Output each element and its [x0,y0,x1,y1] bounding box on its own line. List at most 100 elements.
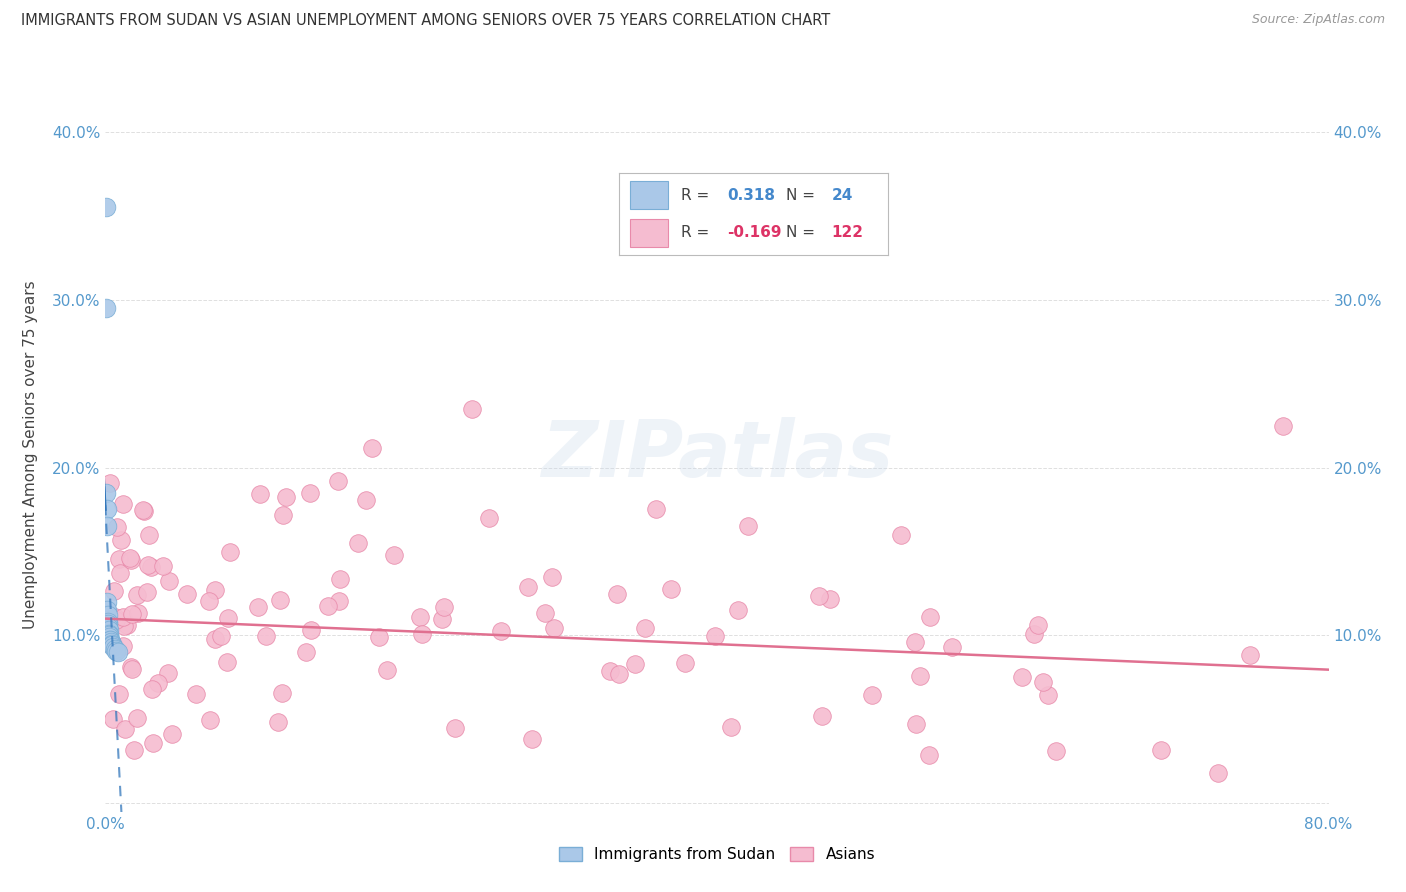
Point [624,657,647,671]
Point [107,645,129,659]
Point [917,747,939,762]
Point [115,618,138,632]
Text: 122: 122 [832,226,863,241]
Text: R =: R = [681,226,714,241]
Point [904,635,927,649]
Point [108,687,131,701]
Point [1149,743,1171,757]
Point [908,669,931,683]
Point [918,610,941,624]
Point [1011,669,1033,683]
Point [97,626,120,640]
Point [534,606,557,620]
Point [96,502,118,516]
Point [737,519,759,533]
Point [121,661,143,675]
FancyBboxPatch shape [630,181,668,209]
Point [97,616,120,631]
Point [299,623,322,637]
Legend: Immigrants from Sudan, Asians: Immigrants from Sudan, Asians [553,841,882,868]
Point [132,504,155,518]
Point [703,629,725,643]
Point [295,644,318,658]
Point [94,200,117,214]
Point [411,627,433,641]
Point [433,599,456,614]
Point [98,628,121,642]
Point [271,686,294,700]
Point [121,607,143,621]
Point [266,714,288,729]
Point [644,502,666,516]
Point [478,510,501,524]
Point [541,570,564,584]
Text: -0.169: -0.169 [727,226,782,241]
Point [146,675,169,690]
Point [184,687,207,701]
Point [104,641,127,656]
Point [98,633,121,648]
Point [520,731,543,746]
Point [120,660,142,674]
Point [141,681,163,696]
Point [329,573,352,587]
Point [271,508,294,522]
Text: IMMIGRANTS FROM SUDAN VS ASIAN UNEMPLOYMENT AMONG SENIORS OVER 75 YEARS CORRELAT: IMMIGRANTS FROM SUDAN VS ASIAN UNEMPLOYM… [21,13,831,29]
Text: N =: N = [786,226,820,241]
Point [111,609,134,624]
Point [1206,765,1229,780]
Point [198,593,221,607]
Point [132,503,155,517]
Text: ZIPatlas: ZIPatlas [541,417,893,493]
Point [517,580,540,594]
Point [127,606,149,620]
Point [112,497,135,511]
Point [108,566,131,581]
Point [96,485,118,500]
Point [489,624,512,638]
Point [360,441,382,455]
Point [430,612,453,626]
Point [108,551,131,566]
Point [96,519,118,533]
Point [607,666,630,681]
Point [204,632,226,647]
Point [112,619,135,633]
Point [904,717,927,731]
Text: 0.318: 0.318 [727,187,775,202]
Point [811,709,834,723]
Point [1022,626,1045,640]
Point [808,589,831,603]
Point [1036,688,1059,702]
Point [443,721,465,735]
Point [96,603,118,617]
Point [176,587,198,601]
Y-axis label: Unemployment Among Seniors over 75 years: Unemployment Among Seniors over 75 years [24,281,38,629]
Point [138,527,160,541]
Point [1032,674,1054,689]
Point [98,633,121,648]
Point [100,635,122,649]
FancyBboxPatch shape [630,219,668,247]
Point [254,629,277,643]
Point [98,630,121,644]
Point [409,610,432,624]
Point [97,615,120,629]
Point [103,584,125,599]
Point [276,490,298,504]
Point [105,613,128,627]
Point [634,621,657,635]
Point [101,639,124,653]
Point [101,640,124,655]
Text: Source: ZipAtlas.com: Source: ZipAtlas.com [1251,13,1385,27]
Point [298,485,321,500]
Point [125,589,148,603]
Point [209,629,232,643]
Point [100,637,122,651]
Point [97,620,120,634]
Point [127,711,149,725]
Point [246,599,269,614]
Point [659,582,682,596]
Point [820,591,842,606]
Point [97,624,120,638]
